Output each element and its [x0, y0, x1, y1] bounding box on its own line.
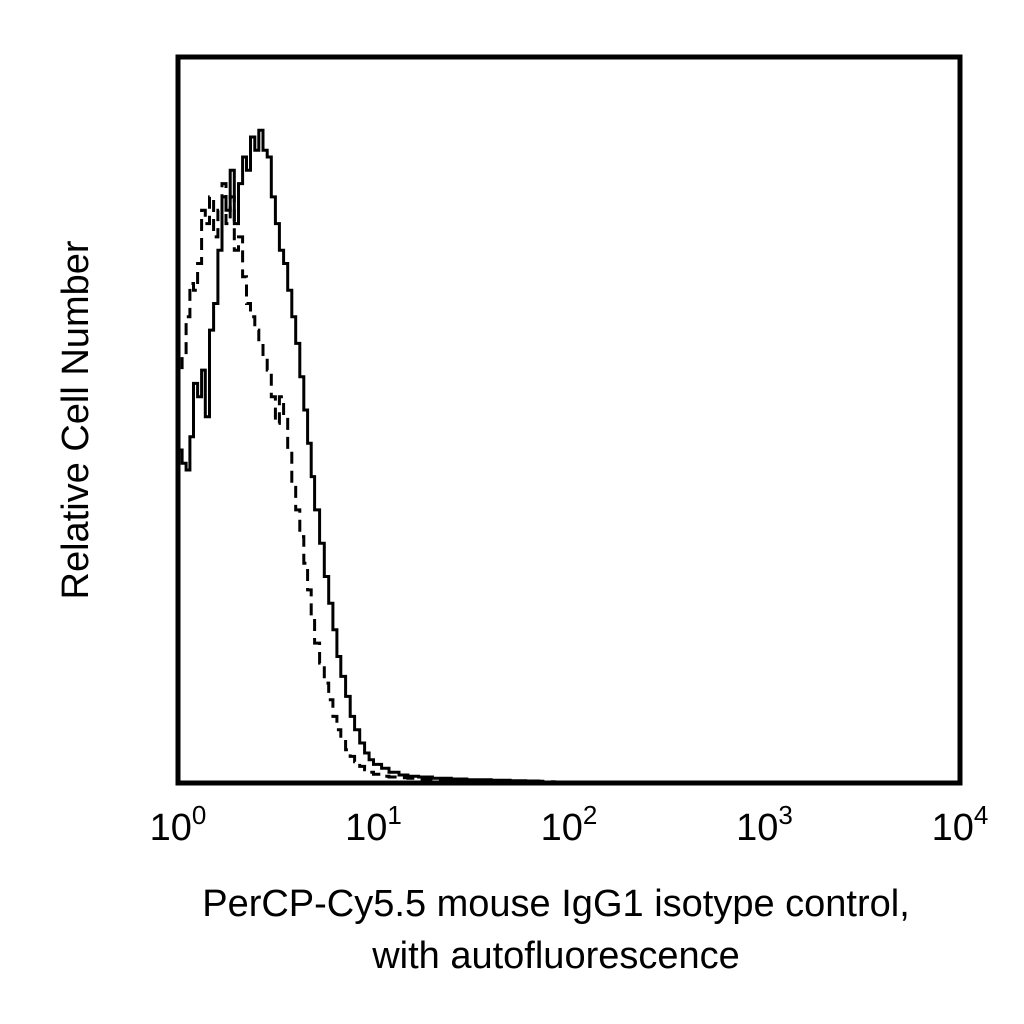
x-tick-label: 100 [150, 800, 207, 849]
y-axis-label: Relative Cell Number [55, 240, 97, 599]
series-dashed-histogram [176, 182, 556, 784]
x-axis-label-line-1: PerCP-Cy5.5 mouse IgG1 isotype control, [202, 883, 910, 925]
x-axis-label-line-2: with autofluorescence [371, 935, 740, 977]
plot-frame [175, 54, 963, 786]
x-tick-labels: 100 101 102 103 104 [150, 800, 989, 849]
x-tick-label: 102 [541, 800, 598, 849]
x-tick-label: 104 [932, 800, 989, 849]
x-tick-label: 101 [345, 800, 402, 849]
plot-area [176, 128, 556, 784]
series-solid-histogram [176, 128, 545, 784]
x-tick-label: 103 [736, 800, 793, 849]
